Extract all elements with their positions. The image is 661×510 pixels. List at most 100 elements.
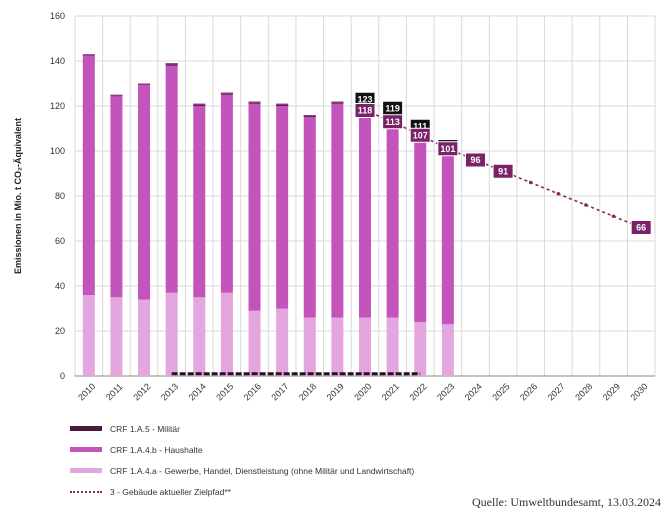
bar-segment <box>414 130 427 322</box>
target-label-box <box>492 163 514 179</box>
chart-legend: CRF 1.A.5 - Militär CRF 1.A.4.b - Hausha… <box>70 418 530 502</box>
bar-top-edge <box>138 83 151 85</box>
x-tick-label: 2016 <box>242 381 263 402</box>
target-label: 96 <box>470 155 480 165</box>
bar-top-edge <box>82 54 95 56</box>
target-label: 101 <box>440 144 455 154</box>
y-tick-label: 100 <box>50 146 65 156</box>
legend-label: CRF 1.A.5 - Militär <box>110 423 180 434</box>
bar-segment <box>110 297 123 376</box>
bar-top-edge <box>110 94 123 97</box>
target-path-point <box>556 191 561 196</box>
bar-top-edge <box>331 101 344 103</box>
total-label: 123 <box>357 94 372 104</box>
target-label: 118 <box>358 106 373 116</box>
legend-swatch-haushalte <box>70 447 102 452</box>
bar-segment <box>386 108 399 318</box>
target-label-box <box>409 127 431 143</box>
y-tick-label: 120 <box>50 101 65 111</box>
legend-item-zielpfad: 3 - Gebäude aktueller Zielpfad** <box>70 481 530 502</box>
x-tick-label: 2028 <box>573 381 594 402</box>
target-label-box <box>382 114 404 130</box>
y-tick-label: 140 <box>50 56 65 66</box>
bar-segment <box>82 295 95 376</box>
target-label-box <box>437 141 459 157</box>
bar-top-edge <box>248 101 261 103</box>
target-label: 113 <box>385 117 400 127</box>
bar-segment <box>303 317 316 376</box>
bar-segment <box>138 83 151 300</box>
bar-segment <box>193 106 206 298</box>
x-tick-label: 2025 <box>490 381 511 402</box>
x-tick-label: 2019 <box>325 381 346 402</box>
target-path-point <box>611 214 616 219</box>
x-tick-label: 2024 <box>463 381 484 402</box>
bar-segment <box>248 103 261 311</box>
target-label: 107 <box>413 130 428 140</box>
bar-top-edge <box>193 103 206 106</box>
bar-segment <box>331 103 344 318</box>
y-axis-label: Emissionen in Mio. t CO₂-Äquivalent <box>13 118 23 274</box>
bar-segment <box>386 317 399 376</box>
bar-segment <box>110 94 123 298</box>
legend-swatch-zielpfad <box>70 490 102 493</box>
x-tick-label: 2026 <box>518 381 539 402</box>
x-tick-label: 2014 <box>187 381 208 402</box>
bar-segment <box>414 322 427 376</box>
x-tick-label: 2017 <box>269 381 290 402</box>
bar-segment <box>359 101 371 318</box>
bar-segment <box>248 310 261 376</box>
x-tick-label: 2021 <box>380 381 401 402</box>
x-tick-label: 2018 <box>297 381 318 402</box>
y-tick-label: 60 <box>55 236 65 246</box>
legend-item-haushalte: CRF 1.A.4.b - Haushalte <box>70 439 530 460</box>
legend-label: 3 - Gebäude aktueller Zielpfad** <box>110 486 231 497</box>
bar-top-edge <box>220 92 233 94</box>
x-tick-label: 2027 <box>546 381 567 402</box>
y-tick-label: 40 <box>55 281 65 291</box>
bar-segment <box>193 297 206 376</box>
legend-swatch-gewerbe <box>70 468 102 473</box>
x-tick-label: 2029 <box>601 381 622 402</box>
bar-segment <box>331 317 344 376</box>
legend-label: CRF 1.A.4.b - Haushalte <box>110 444 203 455</box>
bar-segment <box>276 106 289 309</box>
bar-segment <box>220 94 233 293</box>
legend-item-gewerbe: CRF 1.A.4.a - Gewerbe, Handel, Dienstlei… <box>70 460 530 481</box>
total-label: 111 <box>413 121 427 131</box>
total-label: 119 <box>385 103 400 113</box>
x-tick-label: 2030 <box>628 381 649 402</box>
source-note: Quelle: Umweltbundesamt, 13.03.2024 <box>472 495 661 509</box>
x-tick-label: 2013 <box>159 381 180 402</box>
y-tick-label: 20 <box>55 326 65 336</box>
target-label-box <box>464 152 486 168</box>
target-path-point <box>584 203 588 207</box>
target-path-point <box>528 180 533 185</box>
x-tick-label: 2015 <box>214 381 235 402</box>
target-label-box <box>630 220 652 235</box>
bar-segment <box>165 65 178 293</box>
bar-segment <box>441 146 454 325</box>
bar-top-edge <box>303 115 316 117</box>
y-tick-label: 80 <box>55 191 65 201</box>
target-label-box <box>354 103 376 118</box>
bar-top-edge <box>165 63 178 65</box>
y-tick-label: 0 <box>60 371 65 381</box>
x-tick-label: 2011 <box>104 381 125 402</box>
bar-segment <box>441 324 454 376</box>
x-tick-label: 2023 <box>435 381 456 402</box>
legend-item-militaer: CRF 1.A.5 - Militär <box>70 418 530 439</box>
bar-segment <box>165 292 178 376</box>
bar-segment <box>276 308 289 376</box>
bar-segment <box>303 117 316 318</box>
bar-top-edge <box>276 103 289 106</box>
x-tick-label: 2022 <box>407 381 428 402</box>
target-label: 66 <box>636 223 646 233</box>
bar-segment <box>82 54 95 295</box>
bar-segment <box>138 299 151 376</box>
x-tick-label: 2010 <box>76 381 97 402</box>
x-tick-label: 2020 <box>352 381 373 402</box>
legend-swatch-militaer <box>70 426 102 431</box>
x-tick-label: 2012 <box>131 381 152 402</box>
emissions-chart: 0 20 40 60 80 100 120 140 160 2010 2011 2012 2013 201… <box>13 11 656 402</box>
